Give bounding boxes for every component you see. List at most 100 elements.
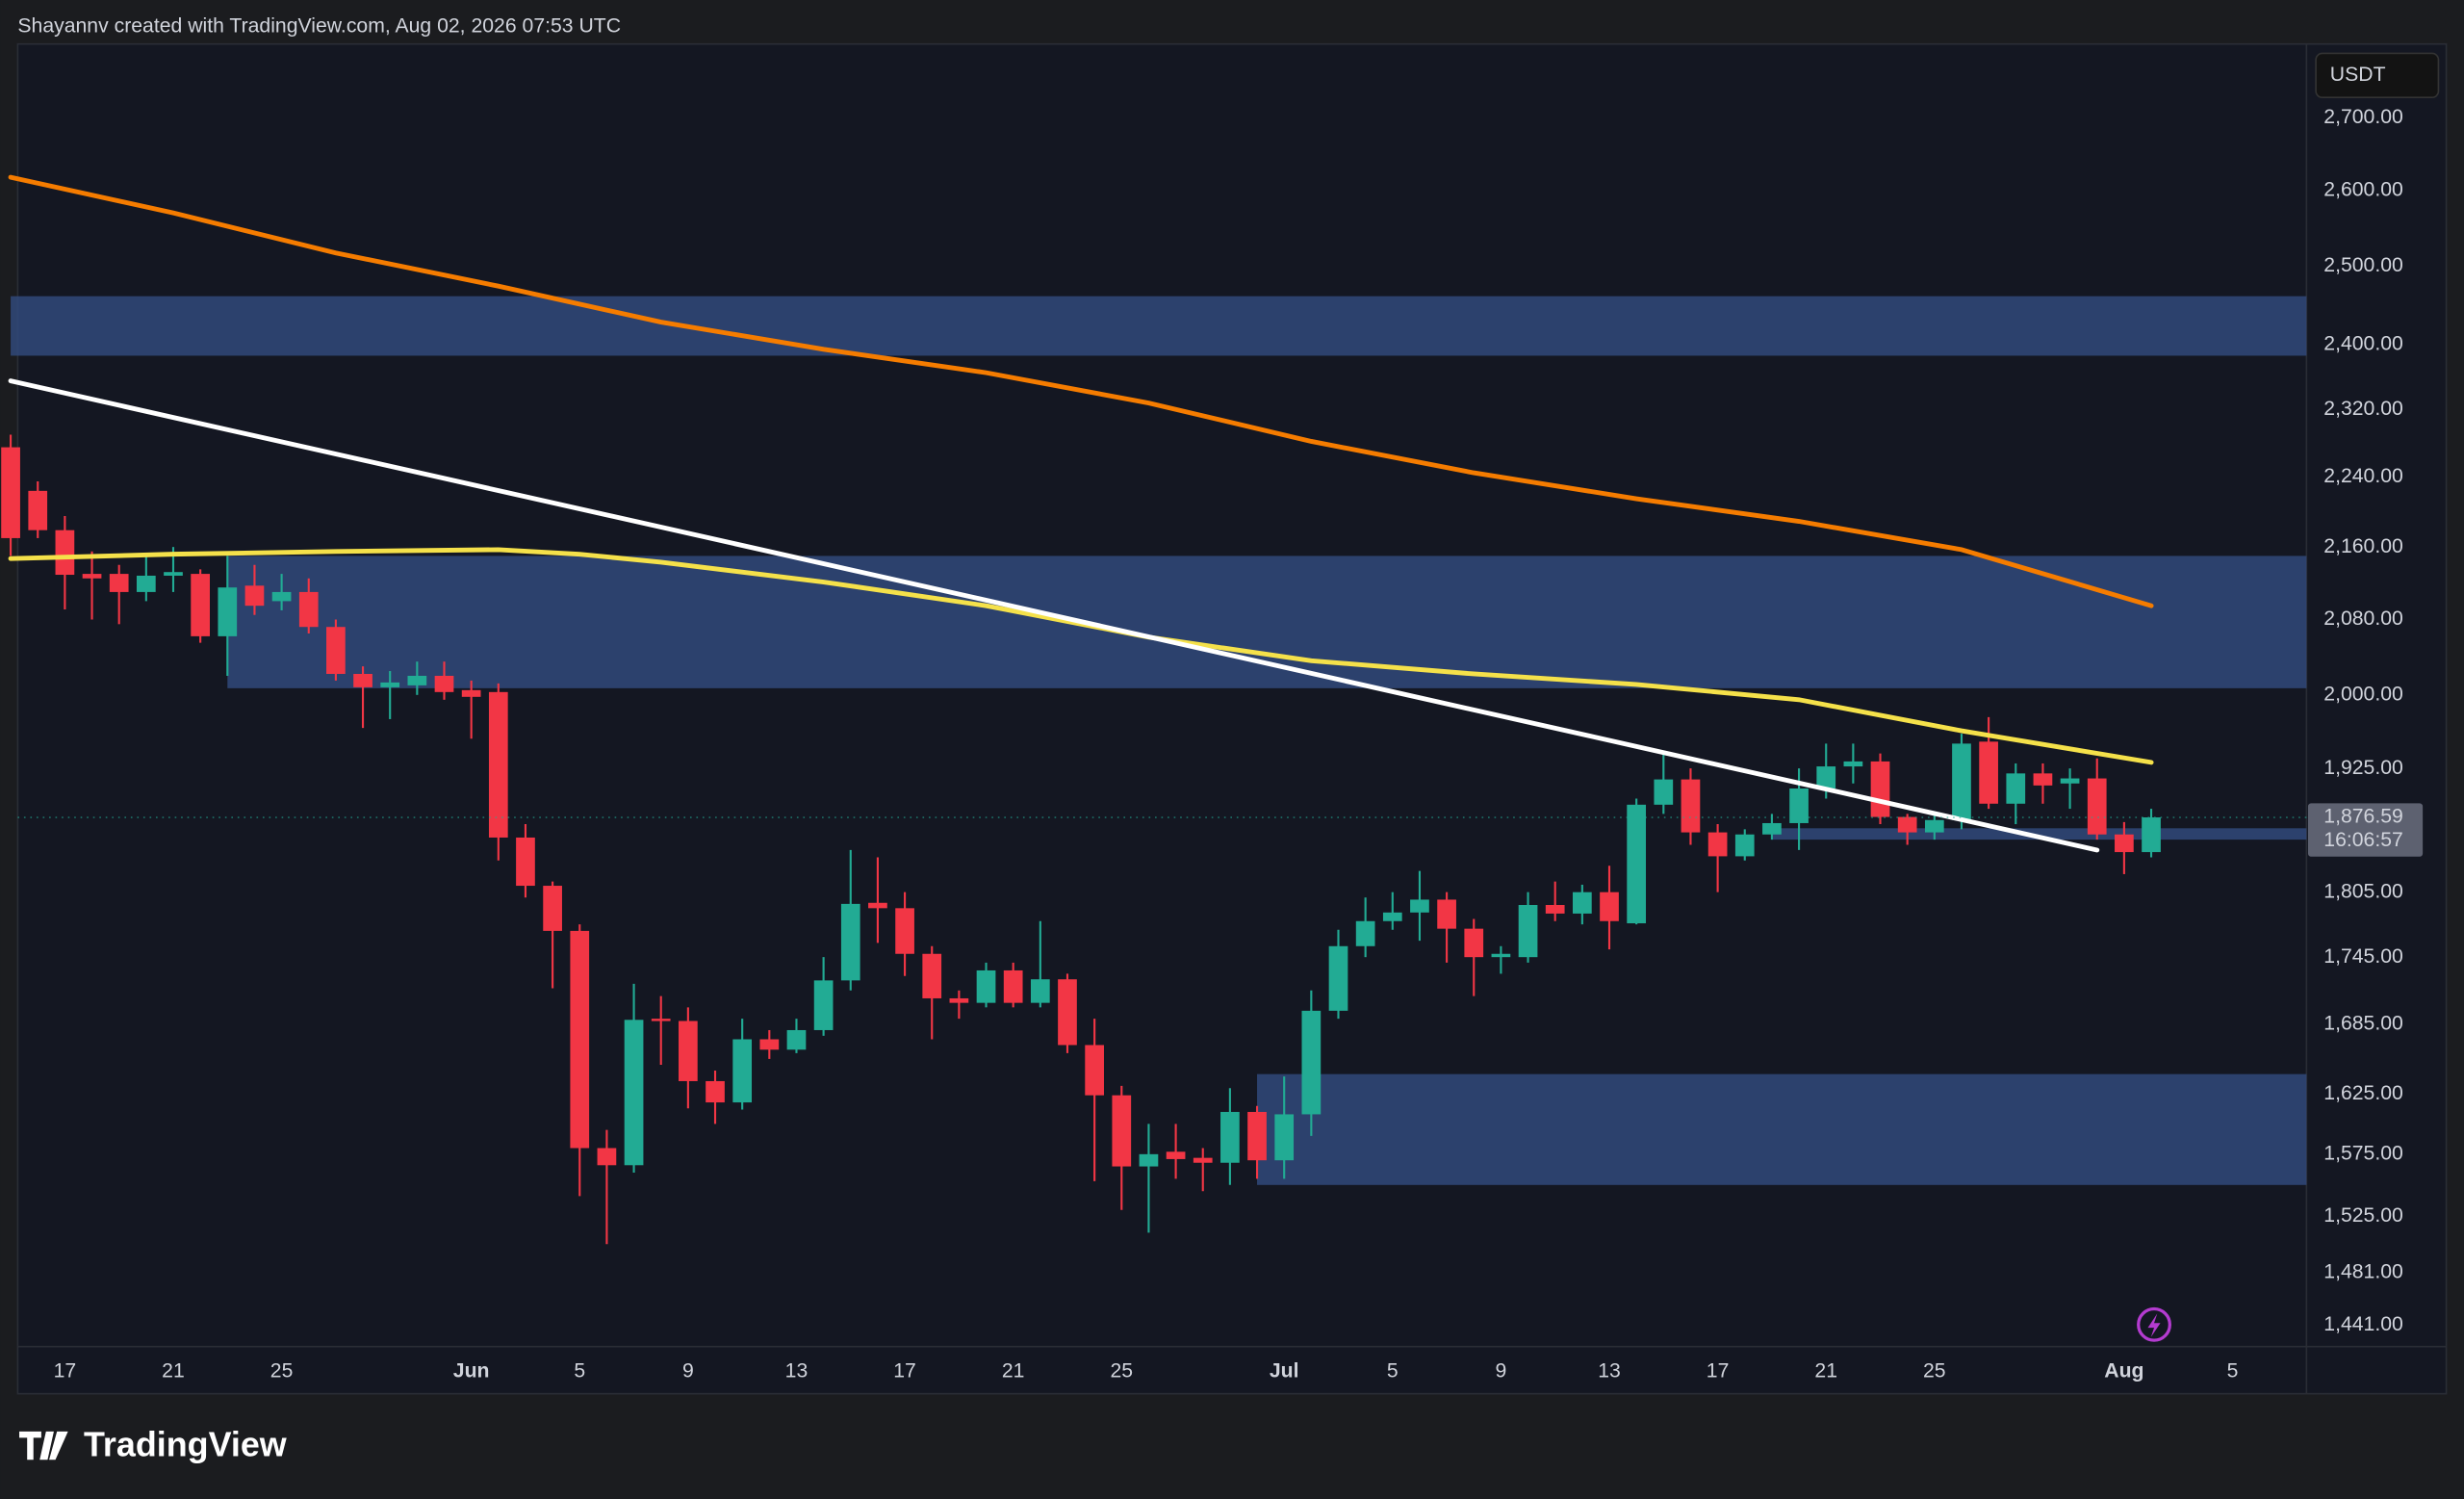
x-tick-label: 17 xyxy=(1707,1359,1730,1382)
x-tick-label: 25 xyxy=(1110,1359,1133,1382)
candle-body xyxy=(1681,779,1701,833)
candle-body xyxy=(2006,773,2026,804)
last-price-box xyxy=(2307,803,2424,857)
candle-body xyxy=(759,1039,780,1050)
x-tick-label: 21 xyxy=(1002,1359,1025,1382)
candle-body xyxy=(1816,766,1836,789)
y-tick-label: 1,481.00 xyxy=(2323,1260,2403,1282)
y-tick-label: 2,240.00 xyxy=(2323,465,2403,487)
candle-body xyxy=(1112,1095,1132,1167)
y-tick-label: 2,160.00 xyxy=(2323,535,2403,557)
candle-body xyxy=(786,1029,807,1050)
candle-body xyxy=(1166,1151,1186,1159)
candle-body xyxy=(597,1148,617,1166)
candle-body xyxy=(298,591,319,628)
candle-body xyxy=(1301,1010,1322,1115)
candle-body xyxy=(109,574,129,592)
candle-body xyxy=(244,585,265,607)
candle-body xyxy=(2033,773,2053,786)
x-tick-label: Aug xyxy=(2104,1359,2143,1382)
candle-body xyxy=(326,627,346,674)
zone xyxy=(1257,1073,2307,1185)
x-tick-label: 25 xyxy=(270,1359,294,1382)
candle-body xyxy=(461,689,481,697)
y-tick-label: 1,625.00 xyxy=(2323,1082,2403,1104)
zone xyxy=(227,556,2307,688)
logo-mark xyxy=(19,1431,68,1460)
candle-body xyxy=(1491,953,1511,958)
candle-body xyxy=(191,574,210,636)
candle-body xyxy=(1220,1111,1240,1163)
candle-body xyxy=(543,886,562,931)
candle-body xyxy=(813,980,834,1030)
candle-body xyxy=(706,1080,725,1103)
logo-text: TradingView xyxy=(84,1426,287,1464)
candle-body xyxy=(895,908,914,954)
candle-body xyxy=(732,1039,753,1103)
candle-body xyxy=(1328,945,1348,1011)
candle-body xyxy=(1843,761,1863,767)
plot: 2,700.00 2,600.00 2,500.00 2,400.00 2,320.00… xyxy=(1,106,2424,1382)
line xyxy=(8,174,2154,608)
candle-body xyxy=(218,587,238,636)
candle-body xyxy=(1193,1157,1213,1163)
y-tick-label: 2,700.00 xyxy=(2323,106,2403,128)
currency-box xyxy=(2315,52,2440,99)
attribution: Shayannv created with TradingView.com, A… xyxy=(17,14,621,37)
candle-body xyxy=(1897,816,1917,833)
line xyxy=(8,547,2154,765)
candle-body xyxy=(2087,778,2107,835)
line xyxy=(8,378,2100,853)
x-tick-label: 9 xyxy=(1496,1359,1507,1382)
candle-body xyxy=(1627,804,1647,924)
candle-body xyxy=(271,591,292,602)
x-tick-label: 5 xyxy=(2227,1359,2239,1382)
candle-body xyxy=(2115,834,2134,853)
x-tick-label: 25 xyxy=(1923,1359,1946,1382)
candle-body xyxy=(2142,817,2161,853)
candle-body xyxy=(516,837,535,887)
candle-body xyxy=(1789,788,1809,823)
x-tick-label: 17 xyxy=(54,1359,77,1382)
candle-body xyxy=(1085,1045,1104,1096)
x-tick-label: 13 xyxy=(1598,1359,1621,1382)
candle-body xyxy=(1707,832,1728,857)
candle-body xyxy=(1734,834,1755,857)
candle-body xyxy=(82,574,102,579)
candle-body xyxy=(1870,761,1890,817)
candle-body xyxy=(1573,892,1592,914)
candle-body xyxy=(55,530,75,576)
candle-body xyxy=(1545,904,1565,914)
y-tick-label: 1,441.00 xyxy=(2323,1313,2403,1335)
alert-icon xyxy=(2147,1313,2161,1337)
y-tick-label: 2,320.00 xyxy=(2323,398,2403,420)
x-tick-label: 5 xyxy=(574,1359,585,1382)
x-tick-label: 21 xyxy=(1814,1359,1837,1382)
candle-body xyxy=(1654,779,1674,805)
candle-body xyxy=(1952,743,1971,820)
countdown: 16:06:57 xyxy=(2323,829,2403,851)
candle-body xyxy=(976,969,996,1003)
candle-body xyxy=(1762,822,1782,835)
x-tick-label: 17 xyxy=(893,1359,916,1382)
candle-body xyxy=(1355,920,1375,946)
candle-body xyxy=(1058,979,1077,1046)
candle-body xyxy=(407,675,427,685)
chart-frame xyxy=(16,42,2448,1395)
candle-body xyxy=(1247,1111,1267,1161)
y-tick-label: 2,500.00 xyxy=(2323,254,2403,276)
candle-body xyxy=(570,930,590,1149)
zone xyxy=(1771,828,2307,840)
candle-body xyxy=(949,997,969,1003)
candle-body xyxy=(624,1020,644,1166)
currency: USDT xyxy=(2330,64,2386,86)
candle-body xyxy=(28,490,48,530)
candle-body xyxy=(1410,899,1429,913)
y-tick-label: 1,745.00 xyxy=(2323,945,2403,968)
candle-body xyxy=(1030,979,1050,1003)
candle-body xyxy=(434,675,454,692)
candle-body xyxy=(1139,1153,1159,1167)
candle-body xyxy=(164,572,183,576)
